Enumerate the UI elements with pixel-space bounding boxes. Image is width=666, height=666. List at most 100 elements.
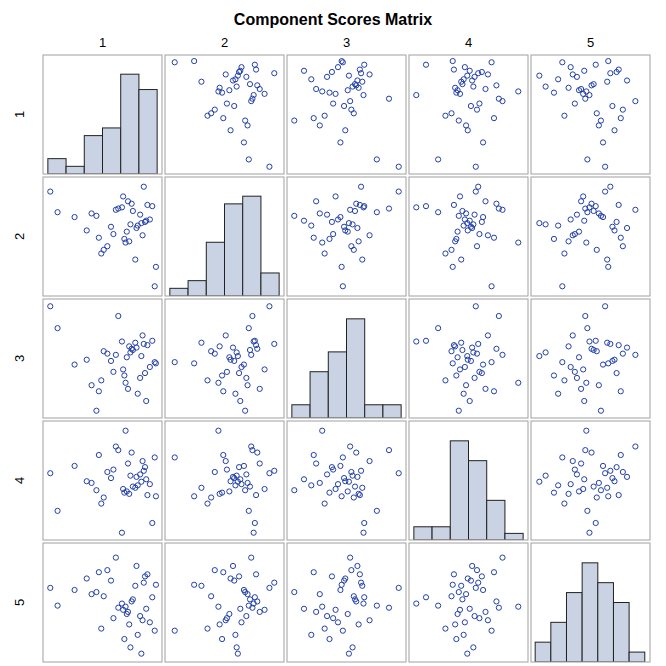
- circle-point: [537, 479, 542, 484]
- panel: [43, 55, 162, 174]
- circle-point: [108, 224, 113, 229]
- circle-point: [128, 473, 133, 478]
- circle-point: [349, 568, 354, 573]
- circle-point: [252, 520, 257, 525]
- marks: [537, 304, 638, 414]
- circle-point: [455, 229, 460, 234]
- circle-point: [579, 386, 584, 391]
- circle-point: [356, 85, 361, 90]
- histogram-bar: [328, 352, 346, 418]
- circle-point: [320, 428, 325, 433]
- circle-point: [471, 645, 476, 650]
- circle-point: [473, 304, 478, 309]
- circle-point: [217, 622, 222, 627]
- circle-point: [172, 628, 177, 633]
- histogram-bar: [84, 136, 102, 174]
- circle-point: [140, 233, 145, 238]
- circle-point: [216, 428, 221, 433]
- circle-point: [345, 611, 350, 616]
- circle-point: [333, 194, 338, 199]
- circle-point: [485, 233, 490, 238]
- circle-point: [221, 452, 226, 457]
- circle-point: [436, 603, 441, 608]
- panel-frame: [165, 55, 284, 174]
- circle-point: [598, 408, 603, 413]
- circle-point: [245, 592, 250, 597]
- circle-point: [241, 362, 246, 367]
- circle-point: [537, 221, 542, 226]
- circle-point: [145, 492, 150, 497]
- circle-point: [199, 485, 204, 490]
- circle-point: [341, 224, 346, 229]
- circle-point: [360, 79, 365, 84]
- circle-point: [227, 489, 232, 494]
- circle-point: [355, 225, 360, 230]
- circle-point: [192, 58, 197, 63]
- circle-point: [140, 458, 145, 463]
- histogram-bar: [310, 372, 328, 418]
- circle-point: [253, 572, 258, 577]
- circle-point: [108, 475, 113, 480]
- circle-point: [138, 472, 143, 477]
- circle-point: [579, 461, 584, 466]
- plot-area: [531, 177, 650, 296]
- circle-point: [562, 501, 567, 506]
- circle-point: [374, 157, 379, 162]
- circle-point: [135, 223, 140, 228]
- circle-point: [251, 530, 256, 535]
- panel-frame: [43, 55, 162, 174]
- plot-area: [165, 299, 284, 418]
- histogram-bar: [206, 242, 224, 296]
- circle-point: [594, 349, 599, 354]
- circle-point: [55, 603, 60, 608]
- circle-point: [55, 508, 60, 513]
- circle-point: [474, 244, 479, 249]
- circle-point: [480, 587, 485, 592]
- panel-frame: [43, 177, 162, 296]
- circle-point: [245, 383, 250, 388]
- histogram-bar: [432, 527, 450, 540]
- panel-frame: [531, 55, 650, 174]
- circle-point: [472, 375, 477, 380]
- circle-point: [356, 622, 361, 627]
- circle-point: [292, 118, 297, 123]
- circle-point: [608, 184, 613, 189]
- circle-point: [610, 358, 615, 363]
- circle-point: [620, 244, 625, 249]
- panel: [409, 299, 528, 418]
- circle-point: [451, 202, 456, 207]
- circle-point: [568, 482, 573, 487]
- circle-point: [244, 613, 249, 618]
- circle-point: [610, 475, 615, 480]
- circle-point: [48, 189, 53, 194]
- circle-point: [360, 583, 365, 588]
- panel-frame: [165, 299, 284, 418]
- circle-point: [135, 632, 140, 637]
- histogram-bar: [261, 273, 279, 296]
- circle-point: [135, 391, 140, 396]
- circle-point: [252, 62, 257, 67]
- circle-point: [113, 352, 118, 357]
- circle-point: [205, 626, 210, 631]
- marks: [170, 196, 279, 296]
- circle-point: [589, 83, 594, 88]
- circle-point: [272, 71, 277, 76]
- circle-point: [362, 520, 367, 525]
- circle-point: [485, 618, 490, 623]
- panel-frame: [165, 543, 284, 662]
- circle-point: [352, 484, 357, 489]
- circle-point: [340, 628, 345, 633]
- circle-point: [134, 563, 139, 568]
- circle-point: [556, 223, 561, 228]
- panel: [531, 55, 650, 174]
- plot-area: [409, 177, 528, 296]
- circle-point: [272, 580, 277, 585]
- circle-point: [236, 574, 241, 579]
- panel: [43, 421, 162, 540]
- histogram-bar: [613, 603, 629, 663]
- circle-point: [262, 607, 267, 612]
- circle-point: [483, 386, 488, 391]
- circle-point: [361, 530, 366, 535]
- circle-point: [476, 341, 481, 346]
- circle-point: [116, 206, 121, 211]
